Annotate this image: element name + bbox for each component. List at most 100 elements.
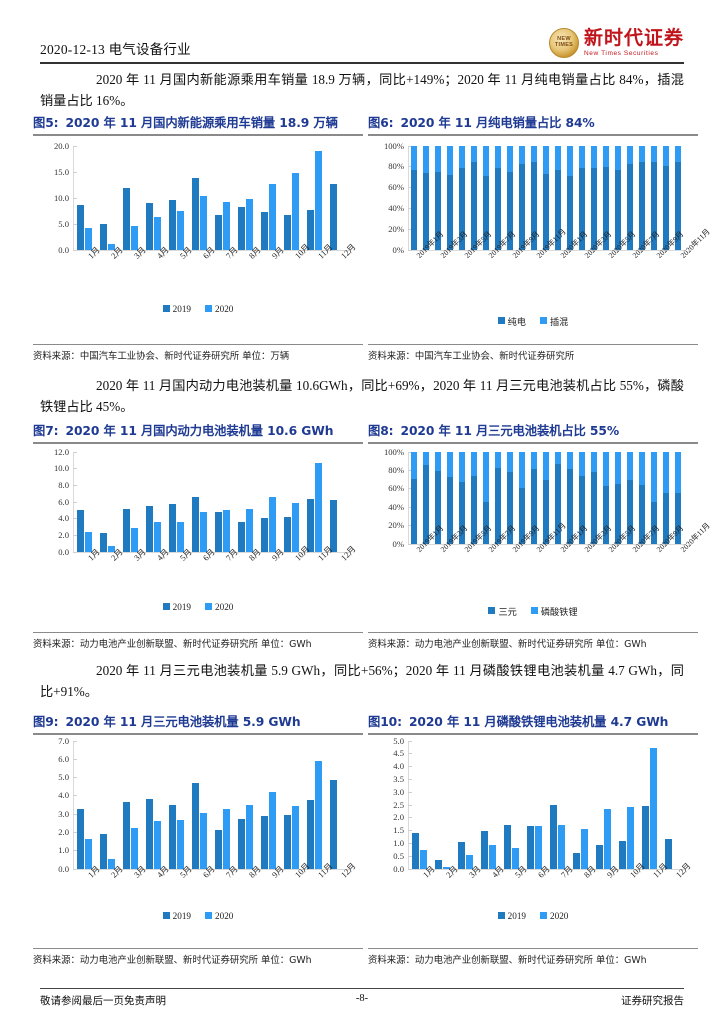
x-axis-line <box>73 249 349 251</box>
chart-legend-fig10: 2019 2020 <box>368 911 698 921</box>
legend-item: 2019 <box>497 910 526 921</box>
bar-三元 <box>554 463 562 544</box>
figure-9-rule-top <box>33 733 363 735</box>
bar-插混 <box>458 145 466 169</box>
bar-三元 <box>662 493 670 544</box>
y-tick <box>408 187 412 189</box>
y-tick <box>408 804 412 806</box>
seal-line-1: NEW <box>557 36 571 43</box>
legend-label: 2019 <box>172 601 191 612</box>
bar-2019 <box>191 496 199 552</box>
y-tick-label: 6.0 <box>58 496 69 507</box>
y-tick <box>408 740 412 742</box>
bar-2020 <box>269 496 277 552</box>
y-tick-label: 10.0 <box>53 463 69 474</box>
bar-2020 <box>315 151 323 250</box>
bar-2019 <box>329 184 337 250</box>
legend-label: 2020 <box>550 910 569 921</box>
figure-6-rule-bottom <box>368 343 698 346</box>
bar-纯电 <box>626 164 634 250</box>
bar-2020 <box>466 854 474 869</box>
bar-纯电 <box>542 173 550 250</box>
bar-2020 <box>292 502 300 552</box>
bar-插混 <box>446 145 454 175</box>
figure-10-body: 0.0 0.5 1.0 1.5 2.0 2.5 3.0 3.5 4.0 4.5 5.0 1月 2月 3月 4… <box>368 734 698 946</box>
bar-2020 <box>108 243 116 250</box>
bar-三元 <box>470 475 478 544</box>
y-tick-label: 60% <box>388 182 404 193</box>
bar-2019 <box>480 830 488 869</box>
footer-divider <box>40 988 684 990</box>
figure-6-number: 图6: <box>368 116 394 130</box>
bar-纯电 <box>530 162 538 250</box>
figure-9-caption: 2020 年 11 月三元电池装机量 5.9 GWh <box>65 715 301 729</box>
bar-2019 <box>664 838 672 869</box>
figure-9-title: 图9: 2020 年 11 月三元电池装机量 5.9 GWh <box>33 712 363 733</box>
figure-9-body: 0.0 1.0 2.0 3.0 4.0 5.0 6.0 7.0 1月 2月 3月 4月 5月 6月 7月 8月… <box>33 734 363 946</box>
figure-10-number: 图10: <box>368 715 402 729</box>
x-tick-label: 2020年11月 <box>678 226 712 260</box>
y-tick <box>73 758 77 760</box>
bar-2020 <box>246 804 254 869</box>
header-date-industry: 2020-12-13 电气设备行业 <box>40 42 191 57</box>
y-tick-label: 5.0 <box>393 735 404 746</box>
figure-8-title: 图8: 2020 年 11 月三元电池装机占比 55% <box>368 421 698 442</box>
legend-label: 2019 <box>507 910 526 921</box>
y-tick <box>408 228 412 230</box>
page-number: -8- <box>355 993 369 1004</box>
bar-磷酸铁锂 <box>530 451 538 470</box>
y-tick-label: 100% <box>383 140 404 151</box>
bar-磷酸铁锂 <box>590 451 598 472</box>
bar-磷酸铁锂 <box>662 451 670 493</box>
bar-纯电 <box>602 167 610 250</box>
y-tick-label: 4.0 <box>58 790 69 801</box>
y-tick <box>408 506 412 508</box>
y-tick <box>408 469 412 471</box>
legend-label: 三元 <box>498 606 517 617</box>
figure-8: 图8: 2020 年 11 月三元电池装机占比 55% 0% 20% 40% 60% 80… <box>368 421 712 650</box>
y-tick <box>73 777 77 779</box>
bar-2019 <box>306 499 314 552</box>
bar-插混 <box>590 145 598 169</box>
bar-磷酸铁锂 <box>422 451 430 466</box>
y-tick <box>73 171 77 173</box>
bar-2020 <box>292 172 300 250</box>
figure-5-rule-bottom <box>33 343 363 346</box>
y-tick-label: 4.0 <box>393 761 404 772</box>
legend-item: 2019 <box>162 911 191 921</box>
bar-2019 <box>329 779 337 869</box>
bar-2020 <box>223 202 231 250</box>
figure-5-title: 图5: 2020 年 11 月国内新能源乘用车销量 18.9 万辆 <box>33 113 363 134</box>
y-tick-label: 40% <box>388 202 404 213</box>
y-tick-label: 1.0 <box>393 837 404 848</box>
figure-10-rule-bottom <box>368 947 698 950</box>
y-tick <box>73 795 77 797</box>
bar-2020 <box>269 184 277 250</box>
bar-纯电 <box>494 168 502 250</box>
bar-2019 <box>122 509 130 552</box>
bar-2020 <box>200 813 208 869</box>
bar-磷酸铁锂 <box>638 451 646 485</box>
chart-legend-fig6: 纯电 插混 <box>368 314 698 328</box>
bar-纯电 <box>662 166 670 250</box>
bar-三元 <box>626 480 634 544</box>
y-tick <box>408 451 412 453</box>
y-tick <box>73 223 77 225</box>
logo-text: 新时代证券 New Times Securities <box>584 29 684 58</box>
bar-插混 <box>434 145 442 172</box>
bar-2019 <box>191 782 199 869</box>
legend-item: 插混 <box>540 314 568 328</box>
y-tick-label: 0% <box>392 244 404 255</box>
bar-2020 <box>177 522 185 552</box>
bar-2019 <box>237 206 245 250</box>
legend-label: 磷酸铁锂 <box>540 606 578 617</box>
figure-8-number: 图8: <box>368 424 394 438</box>
bar-2020 <box>512 848 520 869</box>
figure-6-rule-top <box>368 134 698 136</box>
bar-插混 <box>470 145 478 163</box>
company-logo: NEW TIMES 新时代证券 New Times Securities <box>548 28 684 58</box>
bar-插混 <box>566 145 574 176</box>
figure-6-source: 资料来源：中国汽车工业协会、新时代证券研究所 <box>368 351 575 363</box>
figure-10: 图10: 2020 年 11 月磷酸铁锂电池装机量 4.7 GWh 0.0 0.5 1… <box>368 712 698 966</box>
